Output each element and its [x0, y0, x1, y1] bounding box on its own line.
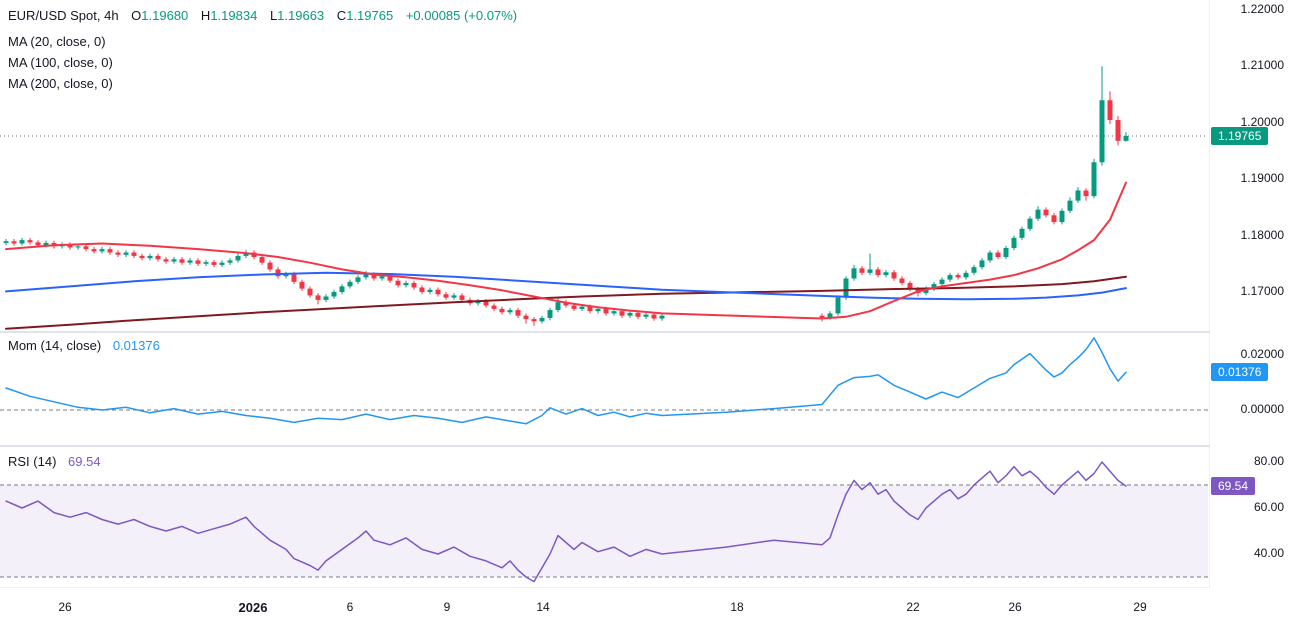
time-axis-label: 29: [1133, 600, 1147, 614]
last-price-badge: 1.19765: [1211, 127, 1269, 146]
open-label: O: [131, 8, 142, 23]
price-axis-label: 1.20000: [1240, 114, 1284, 129]
ma200-line: [5, 275, 1127, 330]
time-axis-label: 14: [536, 600, 550, 614]
candlestick-layer: [3, 66, 1129, 326]
momentum-axis-label: 0.02000: [1240, 347, 1284, 361]
time-axis-label: 26: [58, 600, 72, 614]
time-axis-label: 6: [346, 600, 354, 614]
change-value: +0.00085 (+0.07%): [405, 8, 518, 23]
ohlc-close: C1.19765: [328, 8, 393, 23]
open-value: 1.19680: [141, 8, 189, 23]
rsi-legend-value: 69.54: [68, 454, 101, 469]
time-axis-label: 22: [906, 600, 920, 614]
time-axis-label: 18: [730, 600, 744, 614]
momentum-axis-label: 0.00000: [1240, 402, 1284, 416]
rsi-axis-label: 40.00: [1253, 546, 1284, 560]
close-label: C: [336, 8, 347, 23]
ma100-legend[interactable]: MA (100, close, 0): [8, 55, 113, 70]
momentum-legend-label: Mom (14, close): [8, 338, 102, 353]
rsi-axis-label: 60.00: [1253, 500, 1284, 514]
low-label: L: [269, 8, 278, 23]
high-label: H: [200, 8, 211, 23]
high-value: 1.19834: [210, 8, 258, 23]
time-axis-label: 26: [1008, 600, 1022, 614]
ma20-line: [5, 181, 1127, 320]
time-scale[interactable]: 26 2026 6 9 14 18 22 26 29: [0, 588, 1292, 628]
ohlc-high: H1.19834: [192, 8, 257, 23]
momentum-legend-value: 0.01376: [112, 338, 160, 353]
momentum-value-badge: 0.01376: [1211, 363, 1269, 382]
price-axis-label: 1.19000: [1240, 171, 1284, 186]
ma200-legend[interactable]: MA (200, close, 0): [8, 76, 113, 91]
price-axis-label: 1.22000: [1240, 2, 1284, 16]
price-axis-label: 1.17000: [1240, 284, 1284, 298]
ohlc-open: O1.19680: [122, 8, 188, 23]
price-scale[interactable]: 1.22000 1.21000 1.20000 1.19000 1.18000 1.170…: [1210, 0, 1292, 588]
close-value: 1.19765: [346, 8, 394, 23]
ma20-legend[interactable]: MA (20, close, 0): [8, 34, 106, 49]
rsi-legend[interactable]: RSI (14) 69.54: [8, 454, 101, 469]
rsi-axis-label: 80.00: [1253, 454, 1284, 468]
symbol-title: EUR/USD Spot, 4h: [8, 8, 119, 23]
time-axis-label: 9: [443, 600, 451, 614]
momentum-line: [5, 337, 1127, 425]
momentum-legend[interactable]: Mom (14, close) 0.01376: [8, 338, 160, 353]
rsi-value-badge: 69.54: [1211, 477, 1256, 496]
rsi-line: [5, 461, 1127, 583]
rsi-band: [0, 484, 1208, 578]
symbol-legend[interactable]: EUR/USD Spot, 4h O1.19680 H1.19834 L1.19…: [8, 8, 517, 23]
low-value: 1.19663: [277, 8, 325, 23]
rsi-legend-label: RSI (14): [8, 454, 57, 469]
price-axis-label: 1.21000: [1240, 58, 1284, 73]
time-axis-label: 2026: [238, 600, 268, 615]
ohlc-low: L1.19663: [261, 8, 324, 23]
ma100-line: [5, 271, 1127, 301]
price-axis-label: 1.18000: [1240, 227, 1284, 242]
